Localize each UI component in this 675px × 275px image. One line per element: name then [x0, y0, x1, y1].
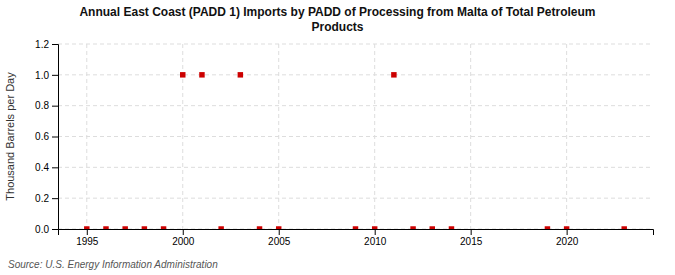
point	[180, 72, 185, 77]
x-tick: 2020	[556, 229, 579, 247]
y-tick-mark	[52, 75, 58, 76]
y-tick-label: 1.2	[35, 39, 49, 50]
y-tick: 0.8	[35, 100, 58, 111]
x-tick-mark	[183, 229, 184, 235]
y-tick-label: 0.0	[35, 224, 49, 235]
x-tick-mark	[567, 229, 568, 235]
x-tick-label: 2005	[268, 236, 291, 247]
point	[142, 226, 147, 229]
y-tick-mark	[52, 229, 58, 230]
y-tick-mark	[52, 198, 58, 199]
y-tick-mark	[52, 106, 58, 107]
x-grid-line	[374, 44, 375, 229]
x-tick-label: 2000	[172, 236, 195, 247]
x-tick-label: 1995	[76, 236, 99, 247]
point	[353, 226, 358, 229]
x-tick: 2005	[268, 229, 291, 247]
chart: Annual East Coast (PADD 1) Imports by PA…	[0, 0, 675, 275]
x-grid-line	[182, 44, 183, 229]
y-grid-line	[58, 198, 653, 199]
x-tick: 2015	[460, 229, 483, 247]
x-tick: 2010	[364, 229, 387, 247]
x-tick-mark	[87, 229, 88, 235]
point	[391, 72, 396, 77]
y-tick: 0.0	[35, 224, 58, 235]
plot-area: 1995 2000 2005 2010 2015 2020 0.0 0.2 0.4 0.6 0.8 1…	[35, 39, 653, 247]
point	[410, 226, 415, 229]
y-tick-mark	[52, 167, 58, 168]
y-tick-label: 0.6	[35, 131, 49, 142]
title-line: Products	[311, 20, 363, 34]
x-tick-label: 2020	[556, 236, 579, 247]
title-line: Annual East Coast (PADD 1) Imports by PA…	[79, 5, 595, 19]
y-grid-line	[58, 167, 653, 168]
x-tick: 1995	[76, 229, 99, 247]
y-tick-label: 0.8	[35, 100, 49, 111]
point	[84, 226, 89, 229]
point	[199, 72, 204, 77]
y-grid-line	[58, 74, 653, 75]
y-tick: 0.6	[35, 131, 58, 142]
y-tick: 1.2	[35, 39, 58, 50]
point	[161, 226, 166, 229]
y-tick: 0.2	[35, 193, 58, 204]
y-axis-line	[52, 45, 59, 230]
point	[122, 226, 127, 229]
y-axis: 0.0 0.2 0.4 0.6 0.8 1.0 1.2	[35, 39, 58, 235]
y-tick-mark	[52, 44, 58, 45]
y-tick-label: 0.4	[35, 162, 49, 173]
point	[621, 226, 626, 229]
y-axis-title: Thousand Barrels per Day	[4, 72, 16, 201]
x-axis: 1995 2000 2005 2010 2015 2020	[59, 229, 654, 247]
y-tick: 1.0	[35, 70, 58, 81]
point	[545, 226, 550, 229]
y-grid-line	[58, 136, 653, 137]
point	[564, 226, 569, 229]
x-tick-label: 2010	[364, 236, 387, 247]
points	[84, 72, 627, 229]
x-grid-line	[566, 44, 567, 229]
point	[238, 72, 243, 77]
y-grid-line	[58, 44, 653, 45]
x-tick-mark	[471, 229, 472, 235]
x-grid-line	[470, 44, 471, 229]
y-grid-line	[58, 105, 653, 106]
point	[103, 226, 108, 229]
point	[372, 226, 377, 229]
y-tick-label: 0.2	[35, 193, 49, 204]
point	[449, 226, 454, 229]
x-tick-mark	[279, 229, 280, 235]
point	[257, 226, 262, 229]
x-tick-mark	[375, 229, 376, 235]
x-tick: 2000	[172, 229, 195, 247]
y-tick: 0.4	[35, 162, 58, 173]
x-axis-line	[59, 230, 654, 236]
source: Source: U.S. Energy Information Administ…	[8, 259, 218, 270]
y-tick-mark	[52, 137, 58, 138]
title: Annual East Coast (PADD 1) Imports by PA…	[79, 5, 595, 34]
x-tick-label: 2015	[460, 236, 483, 247]
x-grid-line	[86, 44, 87, 229]
point	[276, 226, 281, 229]
x-grid-line	[278, 44, 279, 229]
point	[218, 226, 223, 229]
y-tick-label: 1.0	[35, 70, 49, 81]
grid	[58, 44, 653, 229]
point	[430, 226, 435, 229]
